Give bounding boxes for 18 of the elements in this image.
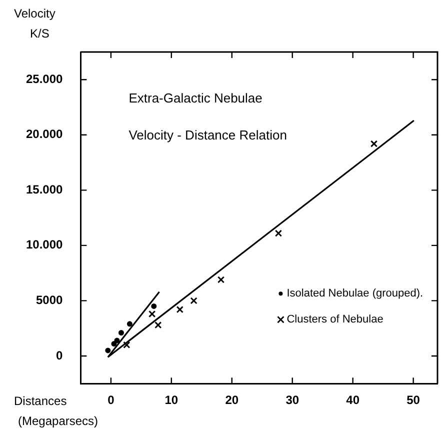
text: Extra-Galactic Nebulae <box>128 90 262 106</box>
y-tick-label: 0 <box>56 348 64 362</box>
y-tick-label: 15.000 <box>26 182 64 196</box>
y-tick-label: 10.000 <box>26 238 64 252</box>
legend-label: Isolated Nebulae (grouped). <box>286 288 424 300</box>
legend-label: Clusters of Nebulae <box>286 314 384 326</box>
x-tick-label: 50 <box>406 393 420 408</box>
x-tick-label: 20 <box>225 393 239 408</box>
x-tick-label: 30 <box>286 393 300 408</box>
y-tick-label: 20.000 <box>26 127 64 142</box>
x-axis-title: Distances (Megaparsecs) <box>14 394 98 428</box>
x-tick-label: 0 <box>108 393 115 408</box>
y-axis-title: Velocity K/S <box>14 6 56 40</box>
y-tick-label: 5000 <box>36 293 64 308</box>
y-tick-label: 25.000 <box>26 72 64 86</box>
x-tick-label: 40 <box>346 393 360 408</box>
text: Velocity - Distance Relation <box>128 128 287 143</box>
x-tick-label: 10 <box>164 393 178 408</box>
